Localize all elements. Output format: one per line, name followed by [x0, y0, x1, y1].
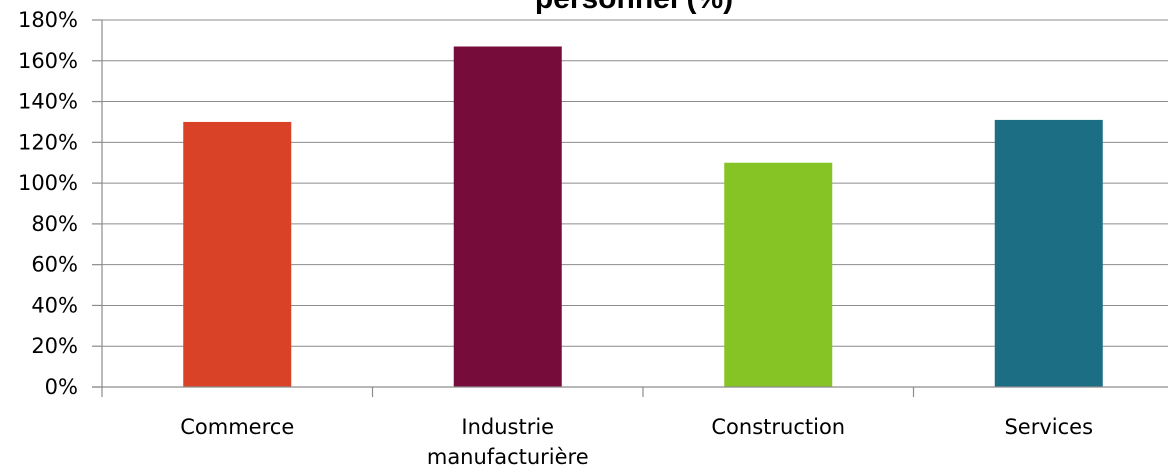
x-tick-label: Commerce [180, 415, 294, 439]
y-tick-label: 20% [31, 334, 78, 358]
y-axis-tick-labels: 0% 20% 40% 60% 80% 100% 120% 140% 160% 180% [18, 8, 78, 399]
y-tick-label: 180% [18, 8, 78, 32]
y-tick-label: 120% [18, 130, 78, 154]
bar [453, 46, 562, 387]
x-tick-label: Industrie manufacturière [427, 415, 589, 469]
y-tick-label: 40% [31, 293, 78, 317]
bar [183, 121, 292, 387]
bar [724, 162, 833, 387]
x-tick-label: Services [1004, 415, 1093, 439]
x-tick-label: Construction [711, 415, 845, 439]
y-tick-label: 80% [31, 212, 78, 236]
bar [994, 119, 1103, 388]
y-tick-label: 160% [18, 49, 78, 73]
axes [92, 19, 1168, 397]
y-tick-label: 60% [31, 253, 78, 277]
y-tick-label: 140% [18, 90, 78, 114]
y-tick-label: 0% [45, 375, 78, 399]
bars [183, 46, 1103, 388]
y-tick-label: 100% [18, 171, 78, 195]
x-axis-tick-labels: Commerce Industrie manufacturière Construct… [180, 415, 1093, 469]
chart-title: personnel (%) [535, 0, 733, 15]
